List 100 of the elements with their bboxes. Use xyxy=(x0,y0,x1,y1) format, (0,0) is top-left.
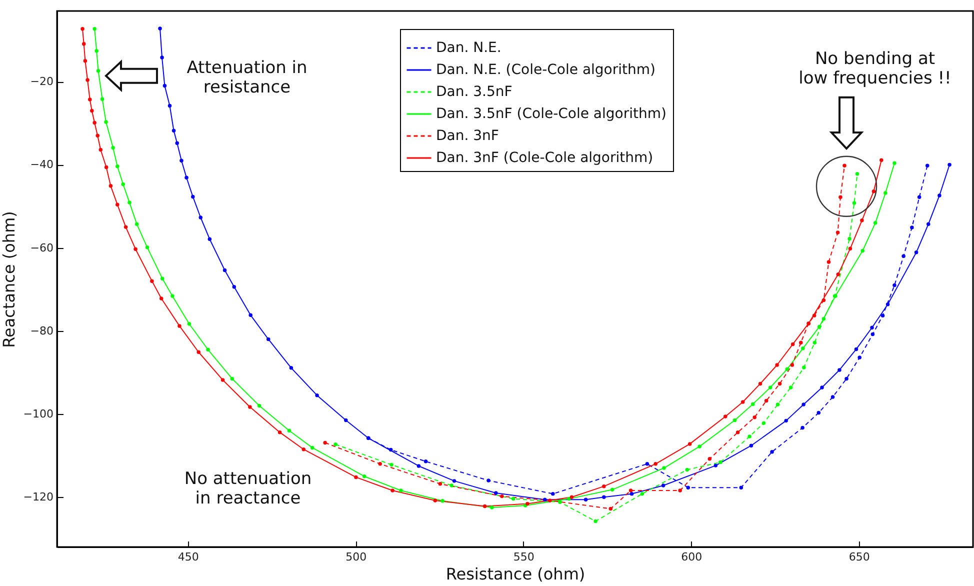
point xyxy=(100,97,104,101)
point xyxy=(732,418,737,422)
point xyxy=(257,404,262,408)
point xyxy=(198,216,202,220)
point xyxy=(134,247,138,251)
point xyxy=(248,313,252,318)
point xyxy=(602,495,606,500)
point xyxy=(790,342,795,346)
point xyxy=(230,376,234,381)
point xyxy=(812,314,816,318)
point xyxy=(822,317,826,321)
point xyxy=(594,519,598,524)
point xyxy=(838,195,842,200)
point xyxy=(870,332,875,336)
legend-label: Dan. N.E. (Cole-Cole algorithm) xyxy=(436,62,656,78)
point xyxy=(266,337,270,342)
point xyxy=(812,340,816,344)
point xyxy=(724,414,728,418)
annotation: No bending at low frequencies !! xyxy=(798,48,952,88)
point xyxy=(90,108,94,113)
point xyxy=(844,376,848,381)
point xyxy=(902,254,906,258)
point xyxy=(749,444,754,448)
point xyxy=(872,189,876,194)
point xyxy=(802,366,806,370)
point xyxy=(836,272,840,276)
point xyxy=(842,164,846,168)
point xyxy=(801,346,805,350)
point xyxy=(315,393,319,398)
point xyxy=(175,141,179,145)
point xyxy=(708,457,712,461)
point xyxy=(344,418,348,422)
point xyxy=(858,356,862,360)
point xyxy=(775,363,779,367)
point xyxy=(852,201,856,205)
point xyxy=(762,421,766,426)
point xyxy=(310,446,314,450)
point xyxy=(764,398,768,403)
point xyxy=(232,285,236,289)
point xyxy=(187,322,192,326)
point xyxy=(788,386,793,390)
point xyxy=(289,366,294,370)
point xyxy=(751,402,755,406)
point xyxy=(860,248,864,253)
point xyxy=(134,222,139,226)
point xyxy=(150,279,154,283)
point xyxy=(128,200,132,204)
x-tick-label: 650 xyxy=(848,550,870,564)
point xyxy=(96,134,100,138)
point xyxy=(925,164,930,168)
point xyxy=(645,462,650,466)
point xyxy=(116,202,120,206)
point xyxy=(482,504,487,508)
point xyxy=(785,367,789,372)
y-tick-label: −60 xyxy=(30,241,54,254)
point xyxy=(714,464,718,468)
point xyxy=(926,222,930,226)
point xyxy=(685,468,689,472)
point xyxy=(248,405,252,409)
point xyxy=(160,56,164,60)
point xyxy=(83,58,88,63)
point xyxy=(196,350,200,354)
point xyxy=(390,462,394,467)
point xyxy=(740,400,745,404)
point xyxy=(287,428,292,433)
point xyxy=(440,499,444,503)
point xyxy=(178,324,182,328)
point xyxy=(362,474,366,478)
point xyxy=(323,440,327,445)
point xyxy=(886,302,890,306)
legend-label: Dan. 3nF xyxy=(436,128,499,144)
point xyxy=(334,442,338,446)
point xyxy=(914,250,918,254)
point xyxy=(790,363,794,367)
point xyxy=(718,460,722,464)
legend-label: Dan. 3nF (Cole-Cole algorithm) xyxy=(436,150,654,166)
point xyxy=(567,496,571,501)
point xyxy=(500,494,504,498)
legend-label: Dan. 3.5nF (Cole-Cole algorithm) xyxy=(436,106,666,122)
point xyxy=(570,495,574,500)
point xyxy=(608,506,612,511)
point xyxy=(388,448,393,452)
point xyxy=(817,324,822,329)
point xyxy=(770,450,774,454)
point xyxy=(111,146,115,150)
legend-label: Dan. N.E. xyxy=(436,40,502,56)
point xyxy=(86,78,90,82)
point xyxy=(688,442,692,446)
point xyxy=(776,402,780,406)
point xyxy=(108,184,113,188)
x-tick-label: 600 xyxy=(681,550,702,564)
point xyxy=(104,165,108,170)
point xyxy=(848,246,852,251)
point xyxy=(884,191,888,195)
point xyxy=(551,492,555,496)
point xyxy=(848,236,852,241)
point xyxy=(399,488,403,492)
point xyxy=(160,276,164,280)
point xyxy=(158,26,162,30)
point xyxy=(438,482,442,486)
